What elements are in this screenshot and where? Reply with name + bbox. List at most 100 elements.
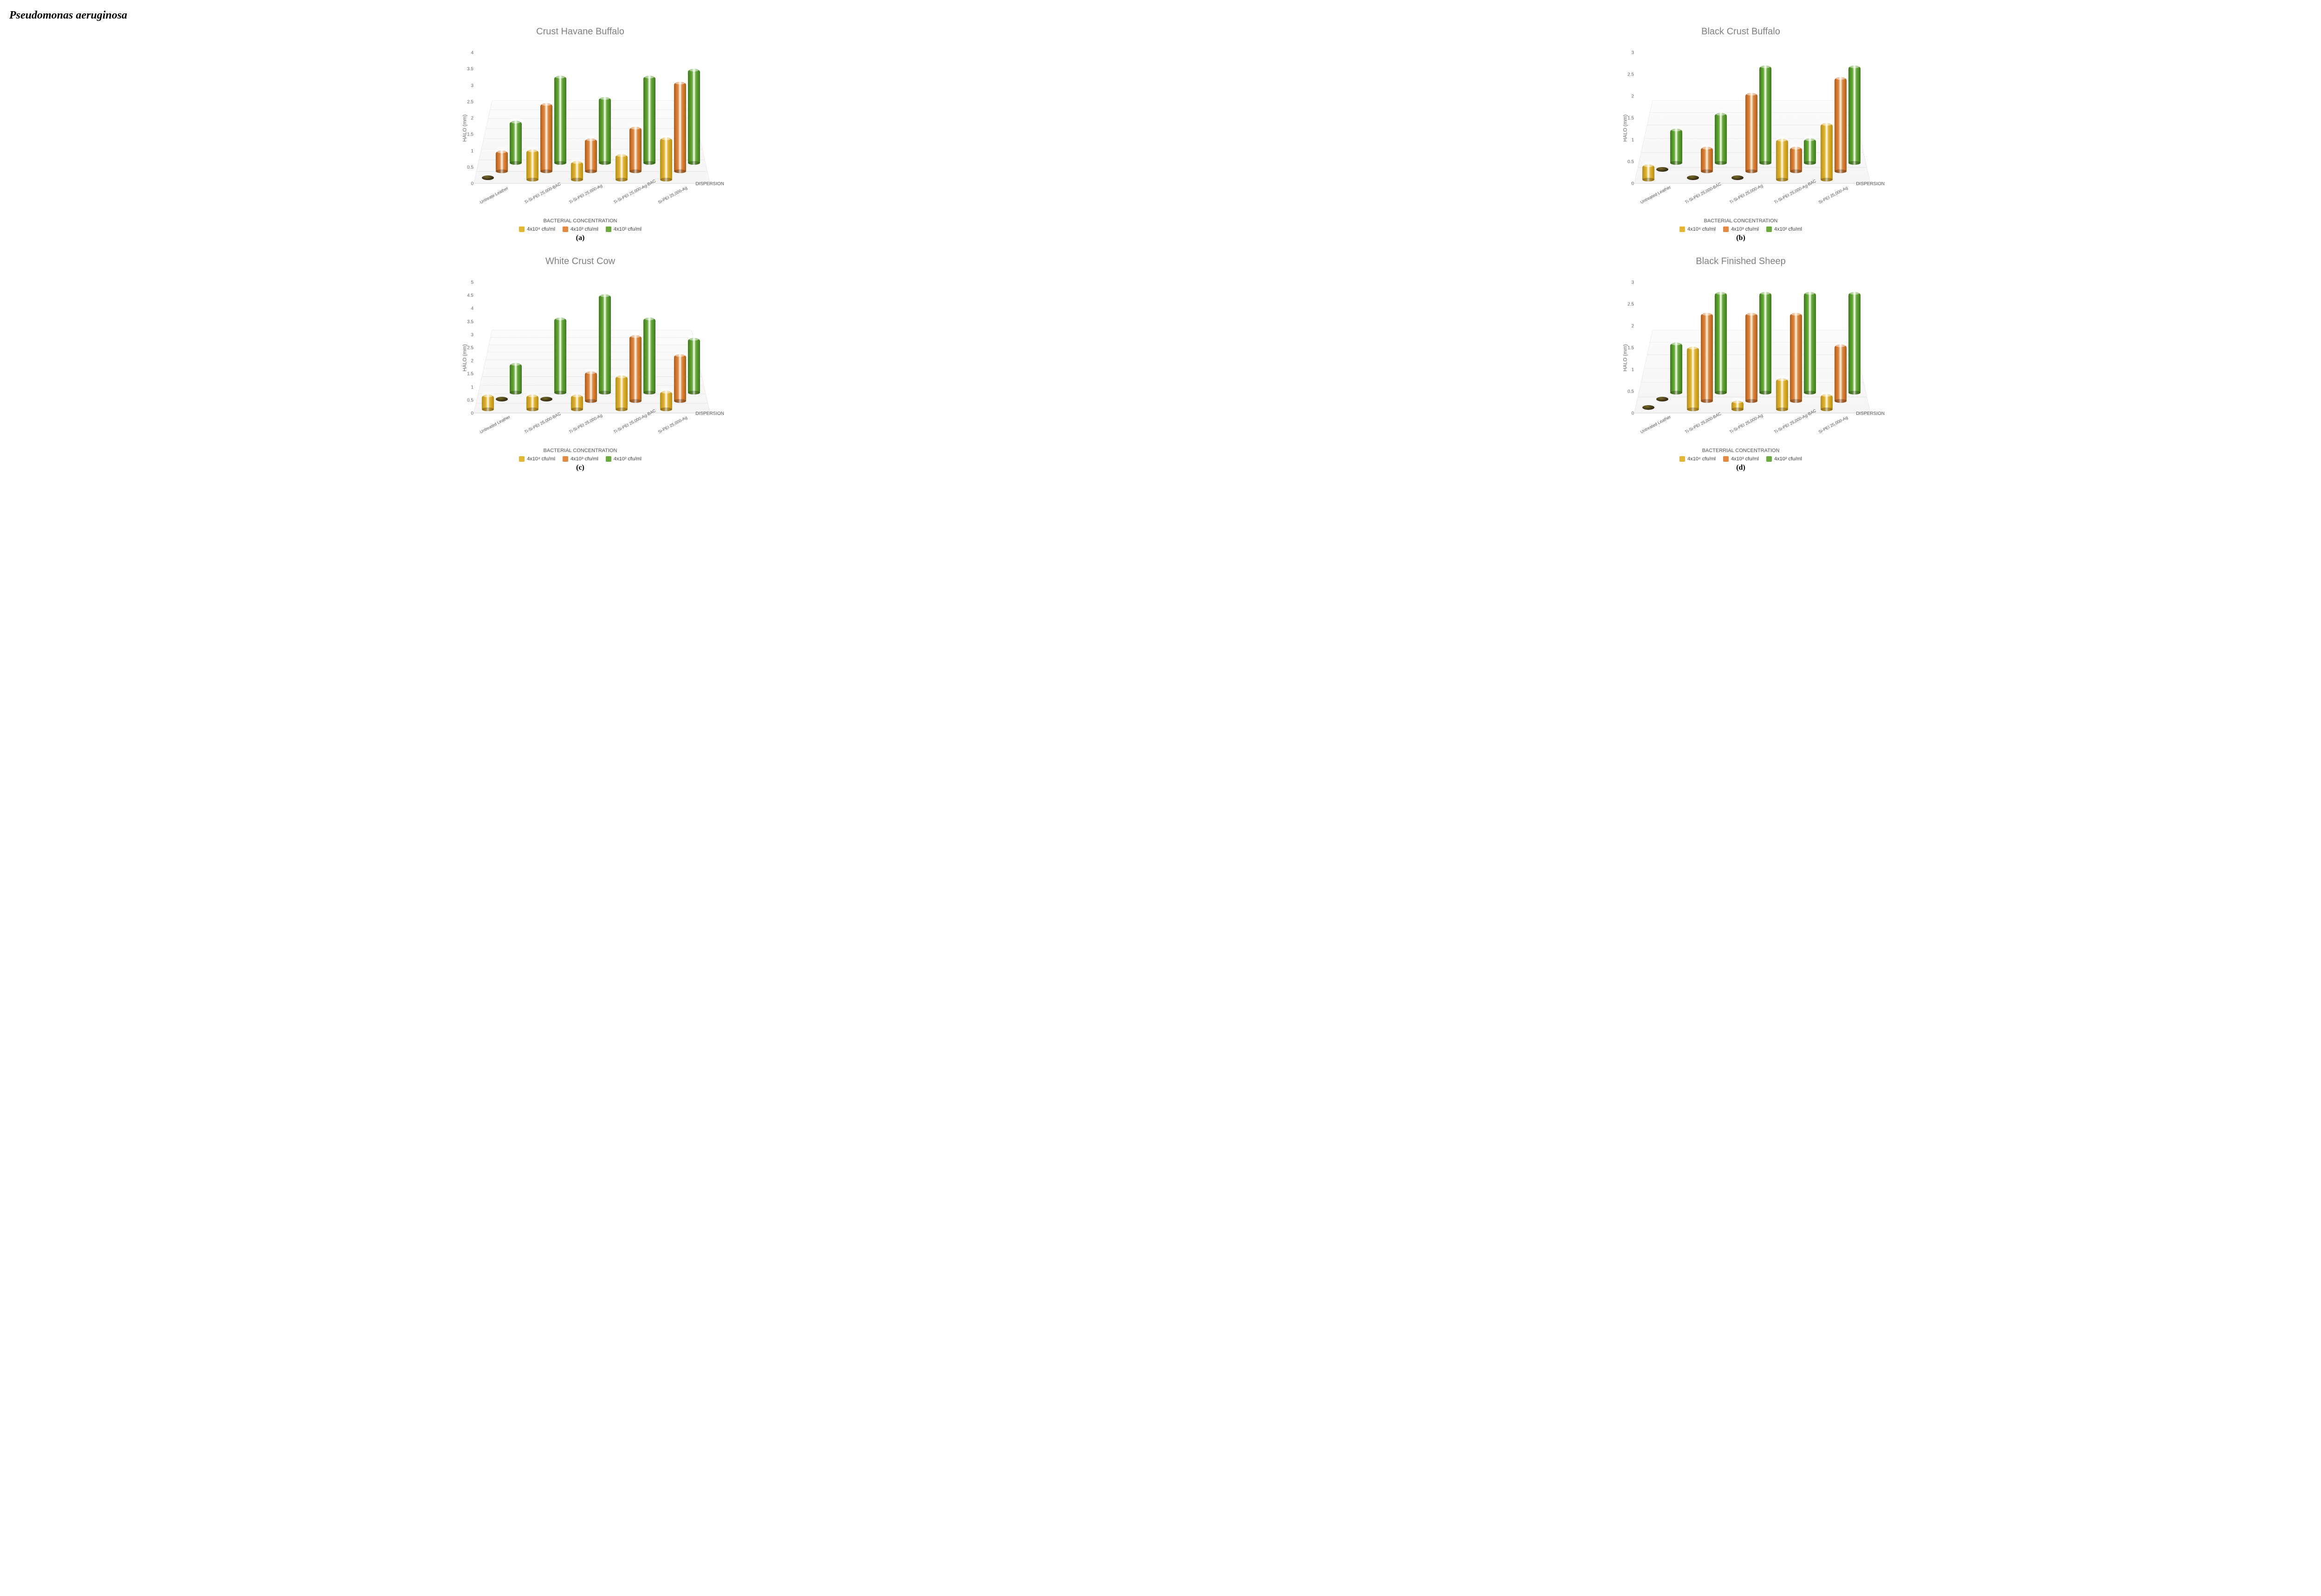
y-tick: 0 bbox=[1622, 181, 1634, 187]
panel-letter: (c) bbox=[576, 464, 584, 472]
depth-axis-label: DISPERSION bbox=[695, 181, 724, 187]
bar bbox=[1687, 347, 1699, 410]
legend-label: 4x10³ cfu/ml bbox=[571, 456, 598, 462]
bars-layer bbox=[473, 288, 710, 410]
bar bbox=[510, 363, 522, 393]
depth-axis-label: DISPERSION bbox=[1856, 181, 1885, 187]
legend-swatch bbox=[563, 226, 568, 232]
panel-letter: (a) bbox=[576, 234, 585, 242]
bar bbox=[674, 354, 686, 401]
legend-label: 4x10² cfu/ml bbox=[1774, 456, 1802, 462]
bars-layer bbox=[1634, 288, 1871, 410]
bar bbox=[1835, 77, 1847, 172]
bar bbox=[1701, 313, 1713, 401]
y-tick: 2 bbox=[1622, 324, 1634, 329]
chart-panel-d: Black Finished SheepHALO (mm)00.511.522.… bbox=[1170, 256, 2312, 472]
x-category-label: Ti-Si-PEI 25,000-Ag bbox=[568, 413, 603, 434]
bar bbox=[643, 317, 655, 393]
legend-label: 4x10⁴ cfu/ml bbox=[527, 456, 555, 462]
x-category-label: Untreated Leather bbox=[1640, 185, 1672, 205]
legend-item: 4x10⁴ cfu/ml bbox=[519, 456, 555, 462]
legend-item: 4x10⁴ cfu/ml bbox=[1679, 456, 1716, 462]
x-axis-title: BACTERRIAL CONCENTRATION bbox=[1702, 448, 1780, 453]
bar bbox=[1701, 147, 1713, 172]
x-labels: Untreated LeatherTi-Si-PEI 25,000-BACTi-… bbox=[473, 414, 710, 438]
zero-disk bbox=[1656, 397, 1668, 401]
x-category-label: Ti-Si-PEI 25,000-Ag bbox=[1729, 413, 1763, 434]
legend-item: 4x10² cfu/ml bbox=[1766, 226, 1802, 232]
y-tick: 0 bbox=[461, 411, 473, 416]
bar bbox=[1745, 313, 1757, 401]
legend-swatch bbox=[519, 456, 525, 462]
bar bbox=[526, 394, 538, 410]
y-tick: 1.5 bbox=[1622, 346, 1634, 351]
zero-disk bbox=[496, 397, 508, 401]
bar bbox=[1670, 129, 1682, 163]
legend-label: 4x10⁴ cfu/ml bbox=[527, 226, 555, 232]
bar bbox=[1759, 292, 1771, 393]
bar bbox=[629, 127, 642, 172]
legend-item: 4x10⁴ cfu/ml bbox=[1679, 226, 1716, 232]
y-tick: 3 bbox=[1622, 51, 1634, 56]
y-tick: 2.5 bbox=[461, 99, 473, 104]
bar bbox=[482, 394, 494, 410]
legend-swatch bbox=[1723, 456, 1729, 462]
y-tick: 2.5 bbox=[1622, 72, 1634, 78]
bar bbox=[1759, 65, 1771, 163]
bar bbox=[1790, 147, 1802, 172]
y-tick: 1.5 bbox=[1622, 116, 1634, 121]
bar bbox=[1715, 113, 1727, 163]
x-axis-title: BACTERIAL CONCENTRATION bbox=[544, 448, 617, 453]
x-category-label: Ti-Si-PEI 25,000-Ag bbox=[568, 183, 603, 205]
chart-panel-b: Black Crust BuffaloHALO (mm)00.511.522.5… bbox=[1170, 26, 2312, 242]
legend-label: 4x10³ cfu/ml bbox=[571, 226, 598, 232]
y-tick: 3.5 bbox=[461, 67, 473, 72]
chart-stage: HALO (mm)00.511.522.53Untreated LeatherT… bbox=[1601, 40, 1880, 216]
legend-swatch bbox=[1766, 456, 1772, 462]
y-tick: 1 bbox=[461, 385, 473, 390]
legend-swatch bbox=[519, 226, 525, 232]
bar bbox=[660, 137, 672, 180]
bar bbox=[1804, 138, 1816, 163]
y-ticks: 00.511.522.533.54 bbox=[461, 53, 473, 184]
legend-swatch bbox=[1679, 456, 1685, 462]
legend-item: 4x10² cfu/ml bbox=[606, 456, 642, 462]
legend-swatch bbox=[563, 456, 568, 462]
bar bbox=[1790, 313, 1802, 401]
y-tick: 1.5 bbox=[461, 132, 473, 137]
chart-panel-a: Crust Havane BuffaloHALO (mm)00.511.522.… bbox=[9, 26, 1151, 242]
legend-item: 4x10³ cfu/ml bbox=[563, 456, 598, 462]
bar bbox=[674, 82, 686, 172]
chart-stage: HALO (mm)00.511.522.533.544.55Untreated … bbox=[441, 270, 720, 446]
bar bbox=[585, 371, 597, 401]
bar bbox=[660, 391, 672, 410]
y-tick: 2 bbox=[1622, 94, 1634, 99]
bar bbox=[1848, 292, 1861, 393]
legend: 4x10⁴ cfu/ml 4x10³ cfu/ml 4x10² cfu/ml bbox=[519, 456, 642, 462]
y-ticks: 00.511.522.53 bbox=[1622, 283, 1634, 414]
y-tick: 0 bbox=[461, 181, 473, 187]
legend-item: 4x10³ cfu/ml bbox=[1723, 226, 1759, 232]
legend-label: 4x10² cfu/ml bbox=[1774, 226, 1802, 232]
chart-grid: Crust Havane BuffaloHALO (mm)00.511.522.… bbox=[9, 26, 2312, 472]
x-category-label: Ti-Si-PEI 25,000-BAC bbox=[524, 411, 562, 434]
x-labels: Untreated LeatherTi-Si-PEI 25,000-BACTi-… bbox=[1634, 414, 1871, 438]
zero-disk bbox=[540, 397, 552, 401]
bar bbox=[629, 335, 642, 401]
legend-label: 4x10² cfu/ml bbox=[614, 456, 642, 462]
bars-layer bbox=[1634, 58, 1871, 180]
y-tick: 3 bbox=[1622, 280, 1634, 285]
bar bbox=[585, 138, 597, 172]
x-category-label: Si-PEI 25,000-Ag bbox=[657, 415, 688, 434]
bar bbox=[616, 375, 628, 410]
y-tick: 0 bbox=[1622, 411, 1634, 416]
chart-title: Black Finished Sheep bbox=[1696, 256, 1785, 267]
bar bbox=[643, 76, 655, 163]
bar bbox=[599, 294, 611, 393]
chart-title: Black Crust Buffalo bbox=[1701, 26, 1780, 37]
y-tick: 5 bbox=[461, 280, 473, 285]
y-tick: 1 bbox=[1622, 368, 1634, 373]
bar bbox=[554, 317, 566, 393]
bar bbox=[526, 149, 538, 180]
legend-swatch bbox=[606, 456, 611, 462]
